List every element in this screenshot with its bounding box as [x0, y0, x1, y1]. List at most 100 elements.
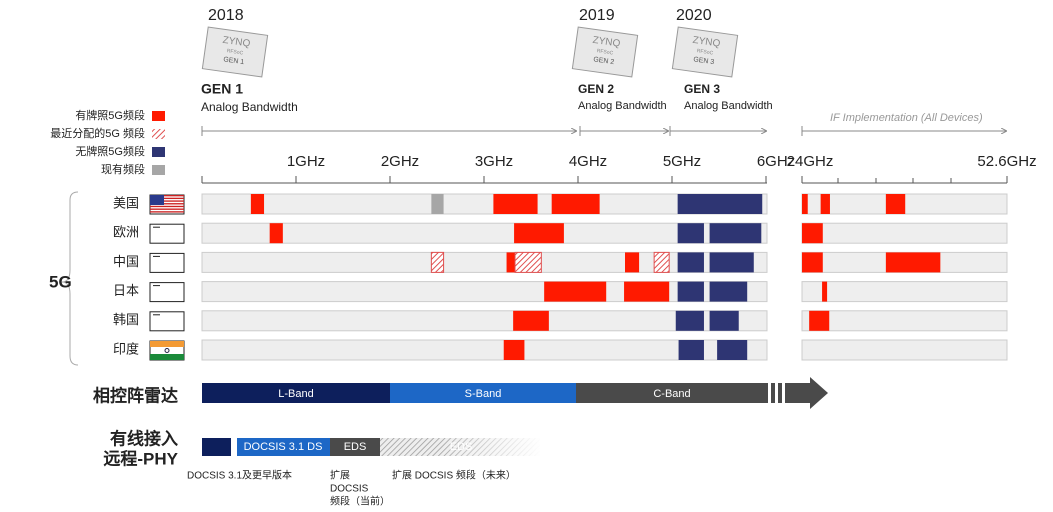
cable-caption: DOCSIS 3.1及更早版本 — [187, 469, 292, 482]
legend-label: 有牌照5G频段 — [75, 108, 145, 122]
cable-title: 远程-PHY — [103, 449, 178, 468]
band — [709, 281, 748, 302]
cable: 有线接入 远程-PHY DOCSIS 3.1 DS EDS EDS DOCSIS… — [103, 428, 542, 508]
flag-stripe — [150, 195, 184, 197]
band — [802, 223, 823, 244]
section-5g: 5G — [49, 272, 72, 291]
freq-tick-label: 24GHz — [787, 153, 834, 170]
band — [431, 194, 444, 214]
band — [709, 252, 754, 273]
if-label: IF Implementation (All Devices) — [830, 112, 983, 124]
row-bg — [801, 310, 1008, 332]
cable-caption: 扩展 DOCSIS 频段（未来） — [392, 469, 516, 482]
band — [506, 252, 516, 273]
cable-caption: 扩展 — [330, 469, 350, 482]
chip-body — [201, 26, 269, 78]
band — [544, 281, 607, 302]
chip-body — [671, 26, 739, 78]
gen-title: GEN 3 — [684, 82, 720, 96]
cable-box-label: EDS — [450, 441, 473, 453]
row-bg — [801, 222, 1008, 244]
cable-box-label: DOCSIS 3.1 DS — [244, 441, 323, 453]
freq-tick-label: 4GHz — [569, 153, 607, 170]
band — [885, 252, 941, 273]
flag — [149, 223, 185, 244]
band — [624, 281, 670, 302]
year: 2019 — [579, 7, 615, 24]
row-bg — [801, 281, 1008, 303]
year: 2018 — [208, 7, 244, 24]
radar-title: 相控阵雷达 — [93, 385, 178, 405]
radar-arrow — [785, 377, 828, 409]
gen-subtitle: Analog Bandwidth — [684, 100, 773, 112]
country-name: 日本 — [113, 283, 139, 298]
chip-sub: RFSoC — [696, 48, 713, 56]
band — [802, 194, 808, 214]
band — [885, 194, 906, 214]
freq-tick-label: 1GHz — [287, 153, 325, 170]
flag-stripe — [150, 208, 184, 210]
chip-gen: GEN 1 — [223, 56, 245, 66]
band — [709, 223, 762, 244]
chip-brand: ZYNQ — [592, 35, 621, 50]
cable-box — [330, 438, 380, 456]
legend-swatch — [152, 129, 165, 139]
band — [802, 252, 823, 273]
band — [514, 251, 542, 273]
legend-swatch — [152, 147, 165, 157]
row-bg — [801, 339, 1008, 361]
band — [269, 223, 283, 244]
band — [513, 310, 549, 331]
band — [503, 340, 525, 360]
country-name: 印度 — [113, 341, 139, 356]
radar-band — [202, 383, 390, 403]
cable-fade — [440, 436, 542, 458]
band — [430, 251, 445, 273]
radar-band-label: C-Band — [653, 388, 690, 400]
year: 2020 — [676, 7, 712, 24]
freq-tick-label: 2GHz — [381, 153, 419, 170]
flag-stripe — [150, 341, 184, 347]
cable-caption: DOCSIS — [330, 484, 369, 495]
band — [551, 194, 600, 214]
band — [675, 310, 704, 331]
gen-subtitle: Analog Bandwidth — [578, 100, 667, 112]
freq-tick-label: 52.6GHz — [977, 153, 1036, 170]
cable-caption: 频段（当前） — [330, 495, 390, 507]
chip-sub: RFSoC — [596, 48, 613, 56]
flag — [149, 252, 185, 273]
flag-stripe — [150, 200, 184, 202]
freq-tick-label: 6GHz — [757, 153, 795, 170]
row-bg — [201, 310, 768, 332]
flag-stripe — [150, 211, 184, 213]
gen-subtitle: Analog Bandwidth — [201, 100, 298, 114]
flag-stripe — [150, 354, 184, 360]
band — [514, 223, 564, 244]
radar-band — [576, 383, 768, 403]
radar: 相控阵雷达 L-Band S-Band C-Band — [93, 377, 828, 409]
flag-canton — [150, 195, 164, 205]
legend-label: 无牌照5G频段 — [75, 144, 145, 158]
chip-gen: GEN 2 — [593, 56, 615, 66]
row-bg — [201, 339, 768, 361]
cable-box — [202, 438, 231, 456]
gen-title: GEN 2 — [578, 82, 614, 96]
band — [677, 252, 704, 273]
band — [820, 194, 830, 214]
band — [250, 194, 265, 214]
band — [677, 194, 763, 214]
band — [677, 281, 704, 302]
band — [678, 340, 704, 360]
country-name: 韩国 — [113, 312, 139, 327]
row-bg — [201, 222, 768, 244]
band — [653, 251, 670, 273]
radar-band — [390, 383, 576, 403]
freq-tick-label: 5GHz — [663, 153, 701, 170]
radar-band-label: L-Band — [278, 388, 313, 400]
legend-swatch — [152, 111, 165, 121]
country-name: 欧洲 — [113, 225, 139, 240]
flag-stripe — [150, 205, 184, 208]
